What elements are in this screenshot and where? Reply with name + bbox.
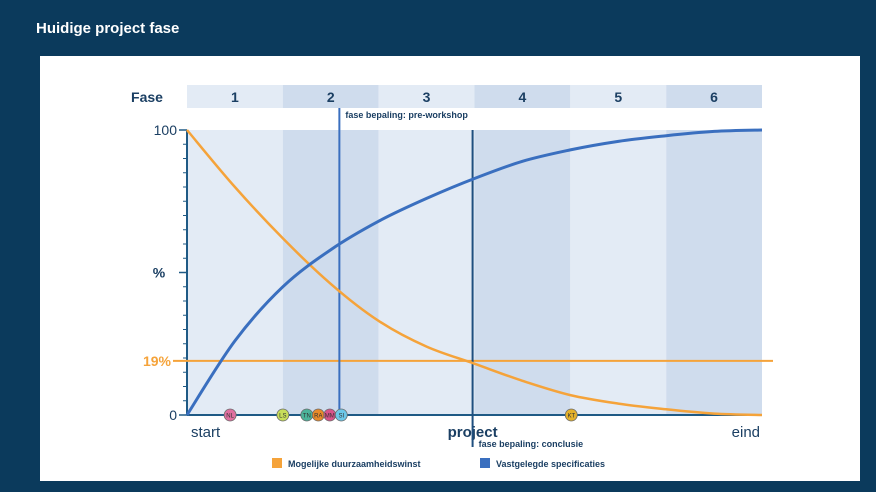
team-dot: TN (300, 408, 314, 422)
legend-item-specificaties-swatch (480, 458, 490, 468)
marker-label-pre-workshop: fase bepaling: pre-workshop (345, 110, 468, 120)
phase-number-label: 6 (710, 89, 718, 105)
phase-number-label: 2 (327, 89, 335, 105)
team-dot: NL (223, 408, 237, 422)
series-line-specificaties (185, 128, 763, 416)
marker-label-conclusie: fase bepaling: conclusie (479, 439, 584, 449)
phase-column (378, 130, 475, 415)
phase-column (187, 130, 283, 415)
phase-number-label: 5 (614, 89, 622, 105)
phase-column (474, 130, 571, 415)
team-dot-label: LS (279, 414, 286, 420)
phase-header-cell (666, 85, 762, 108)
phase-header-cell (187, 85, 283, 108)
phase-header-cell (378, 85, 475, 108)
legend-item-duurzaamheidswinst-label: Mogelijke duurzaamheidswinst (288, 459, 421, 469)
phase-number-label: 3 (423, 89, 431, 105)
team-dot: KT (564, 408, 578, 422)
phase-header-cell (282, 85, 379, 108)
team-dot-label: TN (303, 414, 311, 420)
y-tick-label-0: 0 (169, 407, 177, 423)
team-dot: RA (311, 408, 325, 422)
team-dot-label: KT (567, 414, 575, 420)
phase-number-label: 4 (519, 89, 527, 105)
phase-column (666, 130, 762, 415)
team-dot-label: NL (226, 414, 234, 420)
series-line-duurzaamheidswinst (186, 129, 763, 417)
phase-axis-label: Fase (131, 89, 163, 105)
team-dot-circle (276, 408, 290, 422)
team-dot-label: SI (338, 414, 344, 420)
phase-number-label: 1 (231, 89, 239, 105)
widget-header: Huidige project fase (0, 0, 876, 56)
team-dot-circle (564, 408, 578, 422)
team-dot: MM (323, 408, 337, 422)
team-dot-label: MM (325, 414, 335, 420)
team-dot: SI (334, 408, 348, 422)
phase-column (570, 130, 667, 415)
phase-header-cell (474, 85, 571, 108)
x-start-label: start (191, 424, 221, 441)
y-tick-label-100: 100 (154, 122, 178, 138)
team-dot-label: RA (314, 414, 322, 420)
y-axis-label: % (153, 265, 166, 281)
widget-title: Huidige project fase (36, 20, 180, 37)
reference-line-label: 19% (143, 353, 172, 369)
legend-item-duurzaamheidswinst-swatch (272, 458, 282, 468)
team-dot: LS (276, 408, 290, 422)
phase-header-cell (570, 85, 667, 108)
x-end-label: eind (732, 424, 760, 441)
legend-item-specificaties-label: Vastgelegde specificaties (496, 459, 605, 469)
team-dot-circle (223, 408, 237, 422)
team-dot-circle (334, 408, 348, 422)
chart-panel: 1 2 3 4 5 6 Fase 100 0% start eind project 19% fase b… (40, 56, 860, 481)
